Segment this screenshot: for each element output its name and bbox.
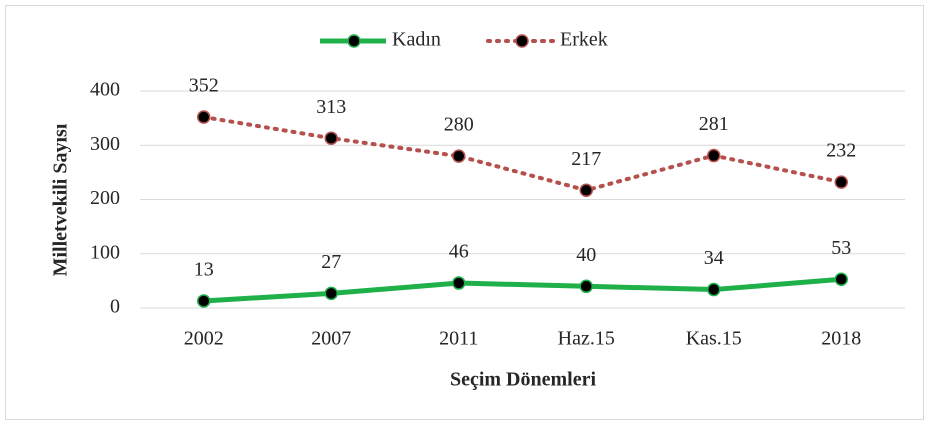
y-tick-label: 400 [90, 79, 120, 101]
point-marker [324, 131, 338, 145]
point-marker [197, 110, 211, 124]
x-tick-label: Haz.15 [558, 328, 615, 350]
y-tick-label: 100 [90, 241, 120, 263]
data-label: 281 [699, 113, 729, 135]
chart-border [5, 5, 924, 420]
point-marker [834, 175, 848, 189]
y-tick-label: 300 [90, 133, 120, 155]
data-label: 280 [444, 114, 474, 136]
y-tick-label: 200 [90, 187, 120, 209]
data-label: 40 [576, 244, 596, 266]
data-label: 27 [321, 251, 341, 273]
data-label: 313 [316, 96, 346, 118]
x-tick-label: Kas.15 [686, 328, 742, 350]
point-marker [707, 282, 721, 297]
series-line [203, 276, 842, 304]
data-label: 34 [704, 247, 724, 269]
point-marker [579, 279, 593, 294]
point-marker [707, 148, 721, 163]
data-label: 352 [189, 75, 219, 97]
point-marker [452, 149, 466, 163]
data-label: 53 [831, 237, 851, 259]
x-tick-label: 2018 [821, 328, 861, 350]
data-label: 217 [571, 148, 601, 170]
x-tick-label: 2011 [439, 328, 478, 350]
point-marker [197, 294, 211, 308]
legend-label: Kadın [392, 29, 441, 51]
data-label: 13 [194, 259, 214, 281]
point-marker [324, 286, 338, 301]
x-axis-label: Seçim Dönemleri [450, 369, 597, 391]
point-marker [579, 183, 593, 198]
data-label: 46 [449, 241, 469, 263]
x-tick-label: 2007 [311, 328, 351, 350]
legend-label: Erkek [560, 29, 608, 51]
series-line [201, 115, 844, 193]
y-tick-label: 0 [110, 296, 120, 318]
x-tick-label: 2002 [184, 328, 224, 350]
data-label: 232 [826, 140, 856, 162]
y-axis-label: Milletvekili Sayısı [50, 123, 72, 276]
point-marker [452, 276, 466, 290]
legend-marker [347, 34, 361, 48]
legend-marker [515, 34, 529, 48]
point-marker [834, 272, 848, 286]
